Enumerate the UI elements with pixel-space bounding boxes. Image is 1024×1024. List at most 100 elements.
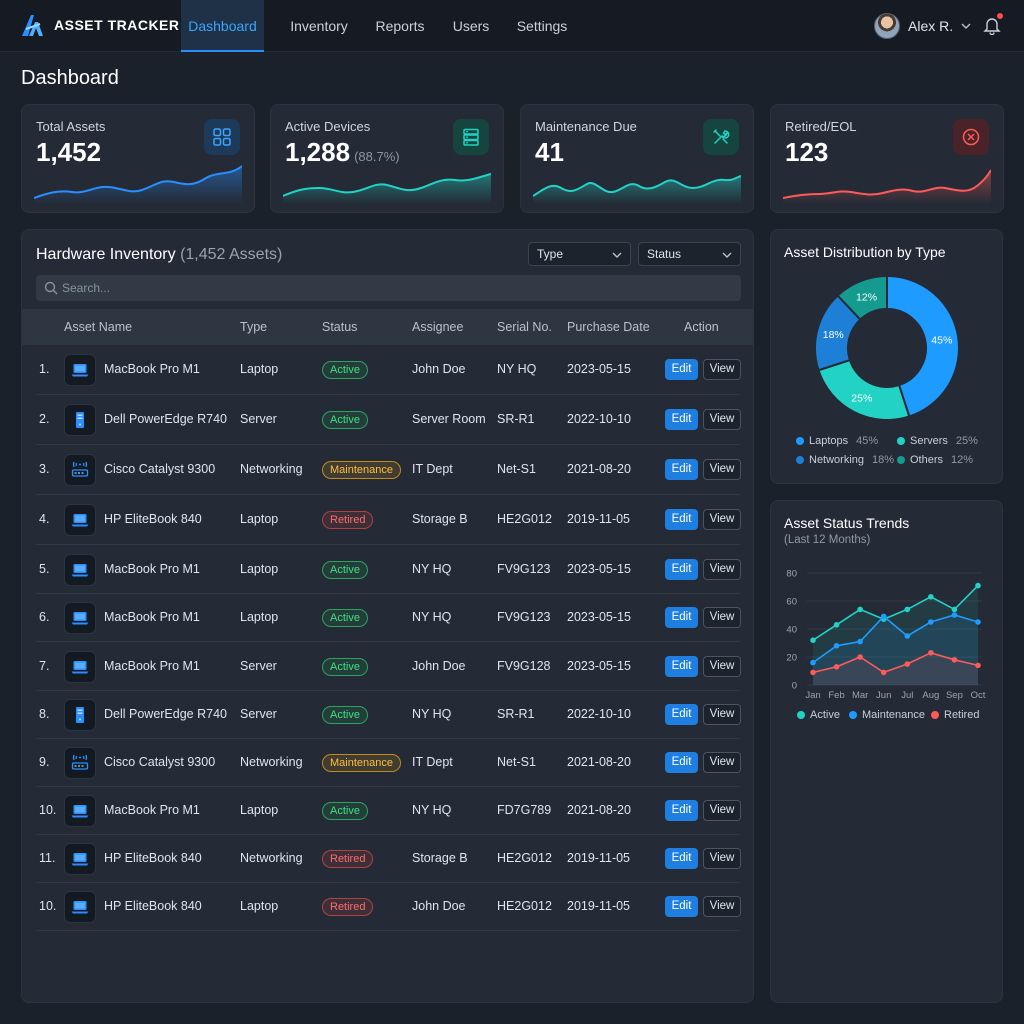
asset-name[interactable]: MacBook Pro M1 (104, 659, 200, 673)
data-point-maintenance[interactable] (833, 643, 840, 649)
table-row[interactable]: 10. HP EliteBook 840 Laptop Retired John Doe… (36, 883, 741, 931)
edit-button[interactable]: Edit (665, 800, 698, 821)
trend-line-chart: 0 20 40 60 80 Jan Feb Mar Jun Jul Aug Sep Oct (786, 569, 985, 702)
kpi-card-retired[interactable]: Retired/EOL 123 (770, 104, 1004, 213)
user-menu[interactable]: Alex R. (874, 13, 971, 39)
edit-button[interactable]: Edit (665, 409, 698, 430)
data-point-retired[interactable] (857, 654, 863, 660)
data-point-active[interactable] (951, 606, 958, 613)
app-logo[interactable]: ASSET TRACKER (20, 12, 180, 38)
col-serial[interactable]: Serial No. (497, 320, 552, 334)
table-row[interactable]: 5. MacBook Pro M1 Laptop Active NY HQ FV9G123… (36, 545, 741, 594)
trends-subtitle: (Last 12 Months) (784, 534, 871, 546)
data-point-retired[interactable] (975, 662, 981, 669)
series-line-maintenance (812, 614, 979, 664)
data-point-active[interactable] (904, 606, 911, 613)
view-button[interactable]: View (703, 848, 741, 869)
x-tick-label: Aug (922, 690, 939, 701)
donut-slice-servers[interactable] (817, 358, 911, 421)
search-input[interactable] (62, 275, 732, 301)
donut-slice-others[interactable] (836, 275, 888, 321)
kpi-card-total-assets[interactable]: Total Assets 1,452 (21, 104, 255, 213)
view-button[interactable]: View (703, 752, 741, 773)
edit-button[interactable]: Edit (665, 509, 698, 530)
edit-button[interactable]: Edit (665, 656, 698, 677)
nav-reports[interactable]: Reports (375, 18, 425, 34)
nav-dashboard[interactable]: Dashboard (181, 0, 264, 52)
table-row[interactable]: 6. MacBook Pro M1 Laptop Active NY HQ FV9G123… (36, 594, 741, 642)
col-asset-name[interactable]: Asset Name (64, 320, 133, 334)
table-row[interactable]: 10. MacBook Pro M1 Laptop Active NY HQ FD7G78… (36, 787, 741, 835)
view-button[interactable]: View (703, 509, 741, 530)
nav-settings[interactable]: Settings (516, 18, 568, 34)
data-point-maintenance[interactable] (975, 619, 981, 625)
data-point-maintenance[interactable] (951, 612, 958, 618)
bell-icon[interactable] (982, 15, 1002, 35)
asset-name[interactable]: MacBook Pro M1 (104, 562, 200, 576)
asset-name[interactable]: Cisco Catalyst 9300 (104, 462, 216, 476)
col-status[interactable]: Status (322, 320, 358, 334)
view-button[interactable]: View (703, 359, 741, 380)
asset-name[interactable]: MacBook Pro M1 (104, 362, 200, 376)
data-point-retired[interactable] (810, 669, 816, 676)
data-point-retired[interactable] (904, 661, 911, 667)
edit-button[interactable]: Edit (665, 704, 698, 725)
table-row[interactable]: 3. Cisco Catalyst 9300 Networking Maintenan… (36, 445, 741, 495)
asset-name[interactable]: HP EliteBook 840 (104, 899, 202, 913)
kpi-card-active-devices[interactable]: Active Devices 1,288 (88.7%) (270, 104, 504, 213)
col-purchase-date[interactable]: Purchase Date (567, 320, 650, 334)
table-row[interactable]: 1. MacBook Pro M1 Laptop Active John Doe NY H… (36, 345, 741, 395)
edit-button[interactable]: Edit (665, 559, 698, 580)
view-button[interactable]: View (703, 800, 741, 821)
asset-name[interactable]: Dell PowerEdge R740 (104, 707, 227, 721)
view-button[interactable]: View (703, 559, 741, 580)
data-point-maintenance[interactable] (880, 613, 887, 620)
nav-inventory[interactable]: Inventory (290, 18, 348, 34)
table-row[interactable]: 9. Cisco Catalyst 9300 Networking Maintenan… (36, 739, 741, 787)
view-button[interactable]: View (703, 656, 741, 677)
kpi-card-maintenance-due[interactable]: Maintenance Due 41 (520, 104, 754, 213)
data-point-active[interactable] (857, 606, 863, 613)
data-point-maintenance[interactable] (810, 659, 816, 666)
data-point-retired[interactable] (880, 669, 887, 676)
col-type[interactable]: Type (240, 320, 268, 334)
data-point-active[interactable] (833, 622, 840, 628)
data-point-maintenance[interactable] (857, 638, 863, 645)
asset-name[interactable]: Dell PowerEdge R740 (104, 412, 227, 426)
donut-slice-laptops[interactable] (886, 275, 960, 418)
asset-name[interactable]: MacBook Pro M1 (104, 803, 200, 817)
view-button[interactable]: View (703, 704, 741, 725)
data-point-maintenance[interactable] (904, 633, 911, 639)
edit-button[interactable]: Edit (665, 459, 698, 480)
table-row[interactable]: 7. MacBook Pro M1 Server Active John Doe FV9G… (36, 642, 741, 691)
data-point-retired[interactable] (833, 664, 840, 670)
status-badge: Active (322, 658, 368, 676)
data-point-retired[interactable] (951, 657, 958, 663)
asset-name[interactable]: Cisco Catalyst 9300 (104, 755, 216, 769)
table-row[interactable]: 8. Dell PowerEdge R740 Server Active NY HQ SR… (36, 691, 741, 739)
view-button[interactable]: View (703, 896, 741, 917)
asset-name[interactable]: HP EliteBook 840 (104, 851, 202, 865)
edit-button[interactable]: Edit (665, 848, 698, 869)
data-point-active[interactable] (928, 594, 934, 600)
status-filter-select[interactable]: Status (638, 242, 741, 266)
edit-button[interactable]: Edit (665, 896, 698, 917)
col-assignee[interactable]: Assignee (412, 320, 464, 334)
view-button[interactable]: View (703, 459, 741, 480)
edit-button[interactable]: Edit (665, 607, 698, 628)
view-button[interactable]: View (703, 409, 741, 430)
data-point-active[interactable] (810, 637, 816, 643)
type-filter-select[interactable]: Type (528, 242, 631, 266)
edit-button[interactable]: Edit (665, 359, 698, 380)
nav-users[interactable]: Users (452, 18, 490, 34)
asset-name[interactable]: HP EliteBook 840 (104, 512, 202, 526)
data-point-active[interactable] (975, 582, 981, 589)
data-point-maintenance[interactable] (928, 619, 934, 625)
data-point-retired[interactable] (928, 650, 934, 656)
table-row[interactable]: 11. HP EliteBook 840 Networking Retired Stor… (36, 835, 741, 883)
view-button[interactable]: View (703, 607, 741, 628)
table-row[interactable]: 4. HP EliteBook 840 Laptop Retired Storage B… (36, 495, 741, 545)
asset-name[interactable]: MacBook Pro M1 (104, 610, 200, 624)
table-row[interactable]: 2. Dell PowerEdge R740 Server Active Server … (36, 395, 741, 445)
edit-button[interactable]: Edit (665, 752, 698, 773)
